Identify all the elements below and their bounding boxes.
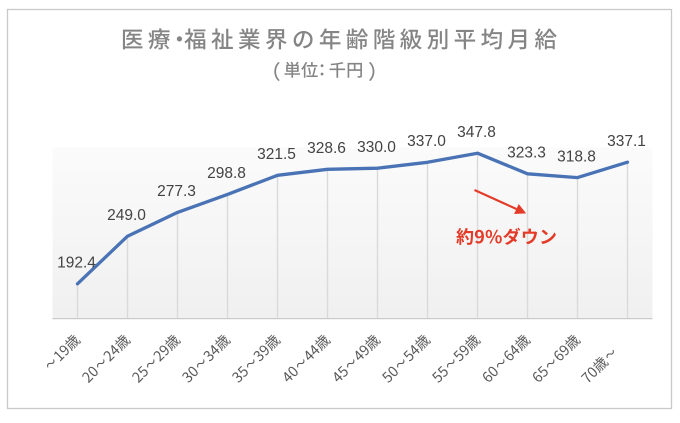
svg-text:192.4: 192.4 — [57, 255, 96, 272]
svg-text:328.6: 328.6 — [307, 140, 346, 157]
svg-text:337.0: 337.0 — [407, 133, 446, 150]
svg-text:321.5: 321.5 — [257, 146, 296, 163]
svg-text:330.0: 330.0 — [357, 139, 396, 156]
svg-text:323.3: 323.3 — [507, 145, 546, 162]
svg-text:347.8: 347.8 — [457, 124, 496, 141]
svg-text:298.8: 298.8 — [207, 165, 246, 182]
svg-text:249.0: 249.0 — [107, 207, 146, 224]
svg-text:337.1: 337.1 — [607, 133, 646, 150]
svg-text:277.3: 277.3 — [157, 183, 196, 200]
svg-text:318.8: 318.8 — [557, 148, 596, 165]
